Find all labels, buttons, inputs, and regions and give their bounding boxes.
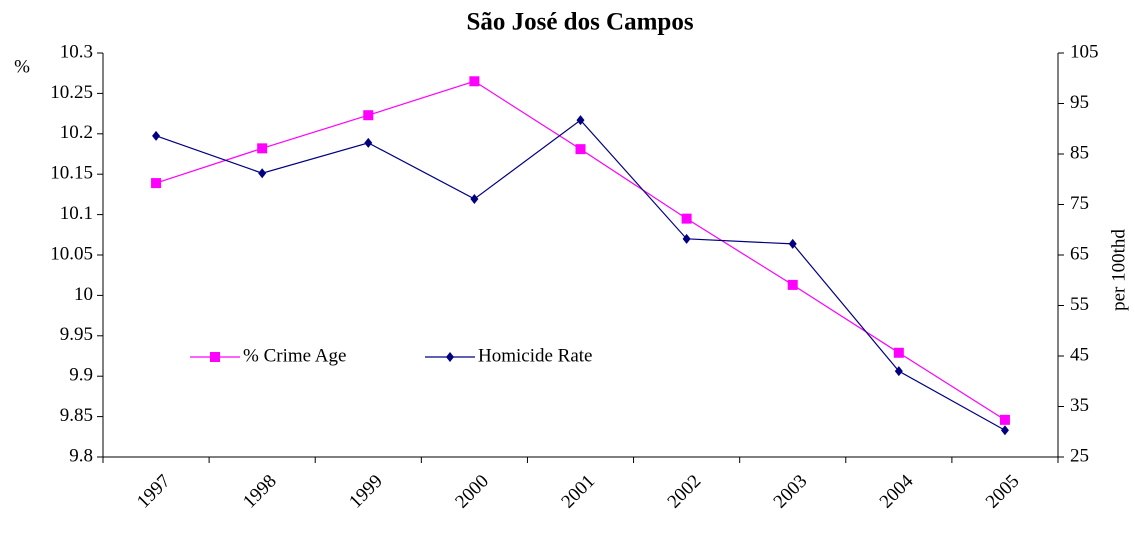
y-tick-label: 9.9 bbox=[69, 365, 93, 386]
data-point bbox=[364, 137, 373, 148]
y2-tick-label: 55 bbox=[1070, 294, 1089, 315]
y-tick-label: 10 bbox=[74, 284, 93, 305]
legend-marker bbox=[446, 352, 454, 362]
y2-axis-label: per 100thd bbox=[1108, 229, 1129, 311]
series-line bbox=[155, 80, 1006, 421]
x-tick-label: 2001 bbox=[557, 471, 599, 513]
data-point bbox=[152, 130, 161, 141]
y-tick-label: 10.2 bbox=[60, 122, 93, 143]
x-tick-label: 2002 bbox=[664, 471, 706, 513]
legend-label: % Crime Age bbox=[243, 345, 346, 366]
chart-title: São José dos Campos bbox=[466, 9, 693, 36]
x-tick-label: 2000 bbox=[451, 471, 493, 513]
y2-tick-label: 65 bbox=[1070, 243, 1089, 264]
x-tick-label: 1997 bbox=[133, 471, 175, 513]
data-point bbox=[999, 414, 1010, 425]
data-point bbox=[258, 168, 267, 179]
y-axis-label: % bbox=[14, 56, 30, 77]
data-point bbox=[576, 115, 585, 126]
y2-tick-label: 35 bbox=[1070, 395, 1089, 416]
legend-label: Homicide Rate bbox=[478, 345, 593, 366]
data-point bbox=[363, 110, 374, 121]
y-tick-label: 9.95 bbox=[60, 324, 93, 345]
y-tick-label: 10.15 bbox=[50, 163, 93, 184]
data-point bbox=[469, 76, 480, 87]
y2-tick-label: 105 bbox=[1070, 41, 1099, 62]
x-tick-label: 1998 bbox=[239, 471, 281, 513]
y-tick-label: 10.3 bbox=[60, 41, 93, 62]
series-line bbox=[155, 119, 1006, 431]
data-point bbox=[681, 213, 692, 224]
data-point bbox=[682, 233, 691, 244]
data-point bbox=[788, 238, 797, 249]
x-tick-label: 2005 bbox=[982, 471, 1024, 513]
data-point bbox=[894, 366, 903, 377]
y2-tick-label: 85 bbox=[1070, 142, 1089, 163]
y-tick-label: 10.05 bbox=[50, 243, 93, 264]
x-tick-label: 2003 bbox=[770, 471, 812, 513]
y2-tick-label: 25 bbox=[1070, 445, 1089, 466]
data-point bbox=[257, 143, 268, 154]
x-tick-label: 2004 bbox=[876, 470, 918, 512]
y-tick-label: 10.1 bbox=[60, 203, 93, 224]
y2-tick-label: 75 bbox=[1070, 193, 1089, 214]
data-point bbox=[893, 347, 904, 358]
y-tick-label: 9.85 bbox=[60, 405, 93, 426]
legend-marker bbox=[210, 352, 220, 362]
data-point bbox=[575, 144, 586, 155]
y2-tick-label: 45 bbox=[1070, 344, 1089, 365]
y2-tick-label: 95 bbox=[1070, 92, 1089, 113]
data-point bbox=[151, 178, 162, 189]
data-point bbox=[1000, 425, 1009, 436]
y-tick-label: 9.8 bbox=[69, 445, 93, 466]
data-point bbox=[787, 279, 798, 290]
y-tick-label: 10.25 bbox=[50, 82, 93, 103]
data-point bbox=[470, 193, 479, 204]
x-tick-label: 1999 bbox=[345, 471, 387, 513]
